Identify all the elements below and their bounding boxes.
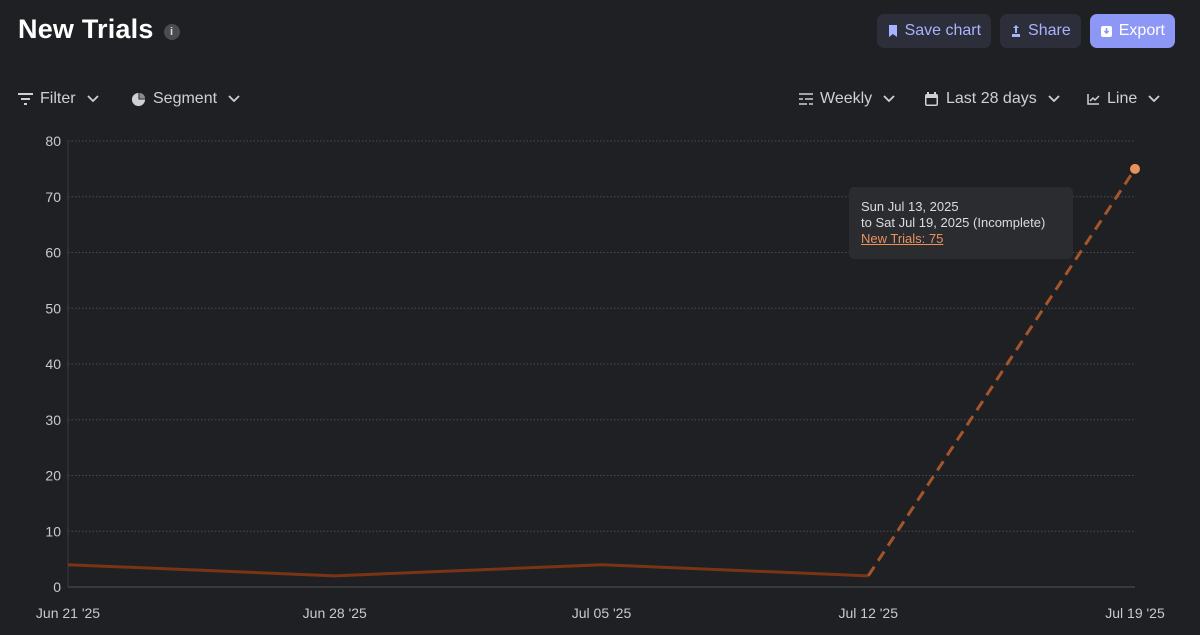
interval-label: Weekly xyxy=(820,90,873,107)
share-button[interactable]: Share xyxy=(1000,14,1081,48)
series-line xyxy=(67,563,869,578)
header-actions: Save chart Share Export xyxy=(876,14,1175,48)
chart-type-label: Line xyxy=(1107,90,1138,107)
y-tick-label: 80 xyxy=(45,133,61,149)
calendar-icon xyxy=(924,91,939,107)
x-tick-label: Jul 12 '25 xyxy=(839,605,899,621)
share-icon xyxy=(1010,24,1022,38)
chevron-down-icon xyxy=(1148,95,1160,103)
chart-toolbar: Filter Segment Weekly Last 28 days xyxy=(18,84,1160,114)
data-point xyxy=(1130,163,1140,174)
save-chart-button[interactable]: Save chart xyxy=(876,14,992,48)
x-tick-label: Jun 21 '25 xyxy=(36,605,100,621)
save-chart-label: Save chart xyxy=(904,22,982,39)
y-tick-label: 70 xyxy=(45,189,61,205)
segment-dropdown[interactable]: Segment xyxy=(131,84,240,114)
page-title: New Trials xyxy=(18,14,154,44)
line-chart: 0 10 20 30 40 50 60 70 80 Jun 21 '25 Jun 28 '25 Jul… xyxy=(36,133,1165,621)
date-range-label: Last 28 days xyxy=(946,90,1037,107)
title-row: New Trials i xyxy=(18,14,180,45)
chevron-down-icon xyxy=(228,95,240,103)
segment-label: Segment xyxy=(153,90,218,107)
chart-type-dropdown[interactable]: Line xyxy=(1087,84,1160,114)
info-icon[interactable]: i xyxy=(163,23,180,40)
filter-icon xyxy=(18,93,33,105)
y-tick-label: 20 xyxy=(45,468,61,484)
y-tick-label: 0 xyxy=(53,579,61,595)
share-label: Share xyxy=(1028,22,1071,39)
y-tick-label: 50 xyxy=(45,300,61,316)
chevron-down-icon xyxy=(86,95,99,103)
y-tick-label: 60 xyxy=(45,245,61,261)
bookmark-icon xyxy=(887,24,899,38)
line-chart-icon xyxy=(1087,93,1100,105)
tooltip-value: New Trials: 75 xyxy=(861,231,944,246)
filter-label: Filter xyxy=(40,90,76,107)
x-tick-label: Jul 05 '25 xyxy=(572,605,632,621)
export-icon xyxy=(1100,24,1113,38)
chevron-down-icon xyxy=(1048,95,1060,103)
tooltip-date-start: Sun Jul 13, 2025 xyxy=(861,199,959,214)
x-tick-label: Jun 28 '25 xyxy=(303,605,367,621)
y-tick-label: 30 xyxy=(45,412,61,428)
tooltip-date-end: to Sat Jul 19, 2025 (Incomplete) xyxy=(861,215,1046,230)
interval-icon xyxy=(799,93,813,105)
pie-chart-icon xyxy=(131,92,146,107)
export-button[interactable]: Export xyxy=(1089,14,1175,48)
chart-tooltip: Sun Jul 13, 2025 to Sat Jul 19, 2025 (In… xyxy=(849,187,1073,259)
export-label: Export xyxy=(1118,22,1165,39)
chevron-down-icon xyxy=(883,95,895,103)
filter-dropdown[interactable]: Filter xyxy=(18,84,99,114)
series-line-incomplete xyxy=(866,168,1137,577)
date-range-dropdown[interactable]: Last 28 days xyxy=(924,84,1060,114)
interval-dropdown[interactable]: Weekly xyxy=(799,84,895,114)
y-tick-label: 10 xyxy=(45,523,61,539)
y-tick-label: 40 xyxy=(45,356,61,372)
x-tick-label: Jul 19 '25 xyxy=(1105,605,1165,621)
